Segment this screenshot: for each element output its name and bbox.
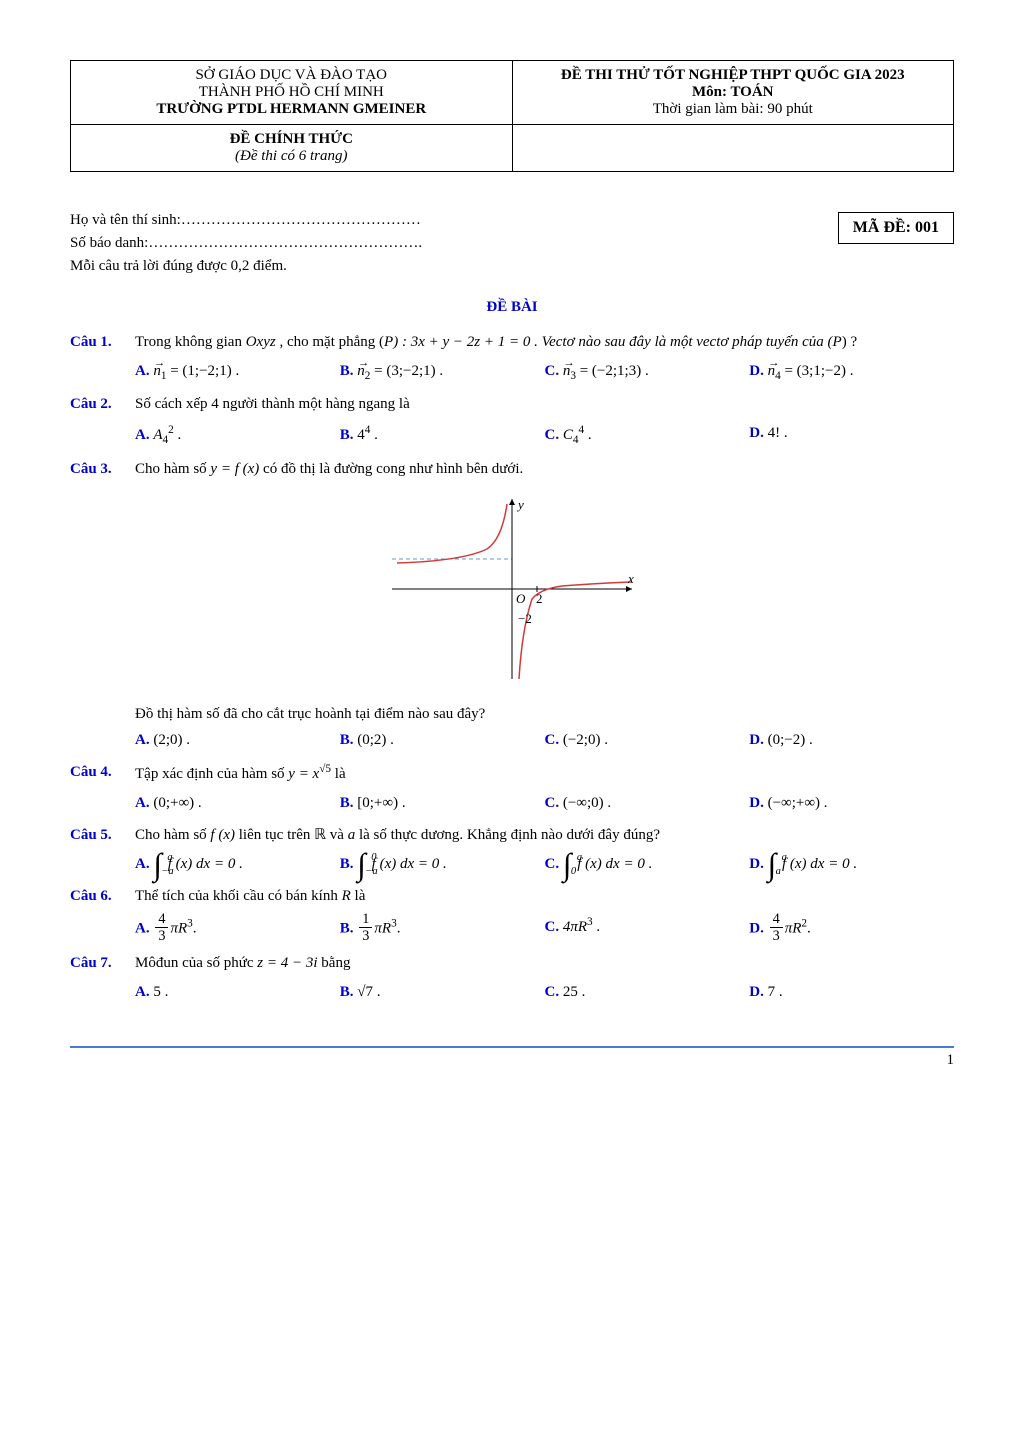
candidate-id: Số báo danh:……………………………………………….	[70, 235, 838, 252]
svg-text:2: 2	[536, 591, 543, 606]
question-text: Thể tích của khối cầu có bán kính R là	[135, 884, 954, 908]
official-label: ĐỀ CHÍNH THỨC	[81, 131, 502, 148]
integral-icon: ∫0−a	[357, 851, 366, 878]
choice-a: A. ∫a−a f (x) dx = 0 .	[135, 851, 340, 878]
svg-text:−2: −2	[518, 611, 532, 626]
choices-6: A. 43πR3. B. 13πR3. C. 4πR3 . D. 43πR2.	[135, 912, 954, 946]
choice-c: C. ∫a0 f (x) dx = 0 .	[545, 851, 750, 878]
choice-b: B. 13πR3.	[340, 912, 545, 946]
question-label: Câu 7.	[70, 951, 135, 975]
school-name: TRƯỜNG PTDL HERMANN GMEINER	[81, 101, 502, 118]
svg-text:y: y	[516, 497, 524, 512]
function-graph: y x O2 −2	[70, 489, 954, 694]
choice-a: A. A42 .	[135, 420, 340, 450]
choice-a: A. (2;0) .	[135, 727, 340, 754]
choice-c: C. (−∞;0) .	[545, 790, 750, 817]
choice-d: D. 4! .	[749, 420, 954, 450]
header-table: SỞ GIÁO DỤC VÀ ĐÀO TẠO THÀNH PHỐ HỒ CHÍ …	[70, 60, 954, 172]
choice-a: A. 5 .	[135, 979, 340, 1006]
question-3-subtext: Đồ thị hàm số đã cho cắt trục hoành tại …	[135, 706, 954, 723]
choice-c: C. C44 .	[545, 420, 750, 450]
scoring-note: Mỗi câu trả lời đúng được 0,2 điểm.	[70, 258, 838, 275]
page-footer: 1	[70, 1046, 954, 1069]
question-2: Câu 2. Số cách xếp 4 người thành một hàn…	[70, 392, 954, 416]
question-7: Câu 7. Môđun của số phức z = 4 − 3i bằng	[70, 951, 954, 975]
candidate-info: Họ và tên thí sinh:………………………………………… Số b…	[70, 212, 954, 281]
choices-2: A. A42 . B. 44 . C. C44 . D. 4! .	[135, 420, 954, 450]
choice-d: D. 7 .	[749, 979, 954, 1006]
choice-c: C. n3 = (−2;1;3) .	[545, 358, 750, 386]
question-text: Cho hàm số f (x) liên tục trên ℝ và a là…	[135, 823, 954, 847]
choice-c: C. (−2;0) .	[545, 727, 750, 754]
question-6: Câu 6. Thể tích của khối cầu có bán kính…	[70, 884, 954, 908]
integral-icon: ∫a0	[563, 851, 572, 878]
choices-7: A. 5 . B. √7 . C. 25 . D. 7 .	[135, 979, 954, 1006]
exam-subject: Môn: TOÁN	[523, 84, 944, 101]
choice-b: B. n2 = (3;−2;1) .	[340, 358, 545, 386]
dept-line2: THÀNH PHỐ HỒ CHÍ MINH	[81, 84, 502, 101]
choice-d: D. 43πR2.	[749, 912, 954, 946]
question-text: Số cách xếp 4 người thành một hàng ngang…	[135, 392, 954, 416]
question-text: Tập xác định của hàm số y = x√5 là	[135, 760, 954, 786]
integral-icon: ∫aa	[768, 851, 777, 878]
svg-text:x: x	[627, 571, 634, 586]
choices-4: A. (0;+∞) . B. [0;+∞) . C. (−∞;0) . D. (…	[135, 790, 954, 817]
exam-title: ĐỀ THI THỬ TỐT NGHIỆP THPT QUỐC GIA 2023	[523, 67, 944, 84]
svg-text:O: O	[516, 591, 526, 606]
question-text: Cho hàm số y = f (x) có đồ thị là đường …	[135, 457, 954, 481]
candidate-name: Họ và tên thí sinh:…………………………………………	[70, 212, 838, 229]
question-label: Câu 3.	[70, 457, 135, 481]
exam-time: Thời gian làm bài: 90 phút	[523, 101, 944, 118]
question-text: Môđun của số phức z = 4 − 3i bằng	[135, 951, 954, 975]
graph-svg: y x O2 −2	[382, 489, 642, 689]
choice-a: A. 43πR3.	[135, 912, 340, 946]
choice-c: C. 4πR3 .	[545, 912, 750, 946]
question-text: Trong không gian Oxyz , cho mặt phẳng (P…	[135, 330, 954, 354]
exam-code: MÃ ĐỀ: 001	[838, 212, 954, 244]
question-label: Câu 4.	[70, 760, 135, 786]
dept-line1: SỞ GIÁO DỤC VÀ ĐÀO TẠO	[81, 67, 502, 84]
choice-b: B. (0;2) .	[340, 727, 545, 754]
question-4: Câu 4. Tập xác định của hàm số y = x√5 l…	[70, 760, 954, 786]
choice-d: D. (−∞;+∞) .	[749, 790, 954, 817]
question-label: Câu 5.	[70, 823, 135, 847]
choice-d: D. (0;−2) .	[749, 727, 954, 754]
question-label: Câu 1.	[70, 330, 135, 354]
choice-b: B. √7 .	[340, 979, 545, 1006]
choice-a: A. n1 = (1;−2;1) .	[135, 358, 340, 386]
choice-b: B. ∫0−a f (x) dx = 0 .	[340, 851, 545, 878]
choices-5: A. ∫a−a f (x) dx = 0 . B. ∫0−a f (x) dx …	[135, 851, 954, 878]
section-title: ĐỀ BÀI	[70, 299, 954, 316]
question-label: Câu 6.	[70, 884, 135, 908]
choice-d: D. n4 = (3;1;−2) .	[749, 358, 954, 386]
choices-3: A. (2;0) . B. (0;2) . C. (−2;0) . D. (0;…	[135, 727, 954, 754]
choice-c: C. 25 .	[545, 979, 750, 1006]
choice-b: B. 44 .	[340, 420, 545, 450]
choices-1: A. n1 = (1;−2;1) . B. n2 = (3;−2;1) . C.…	[135, 358, 954, 386]
integral-icon: ∫a−a	[153, 851, 162, 878]
page-number: 1	[947, 1052, 955, 1068]
question-3: Câu 3. Cho hàm số y = f (x) có đồ thị là…	[70, 457, 954, 481]
page-count: (Đề thi có 6 trang)	[81, 148, 502, 165]
choice-a: A. (0;+∞) .	[135, 790, 340, 817]
choice-b: B. [0;+∞) .	[340, 790, 545, 817]
question-1: Câu 1. Trong không gian Oxyz , cho mặt p…	[70, 330, 954, 354]
question-label: Câu 2.	[70, 392, 135, 416]
question-5: Câu 5. Cho hàm số f (x) liên tục trên ℝ …	[70, 823, 954, 847]
choice-d: D. ∫aa f (x) dx = 0 .	[749, 851, 954, 878]
